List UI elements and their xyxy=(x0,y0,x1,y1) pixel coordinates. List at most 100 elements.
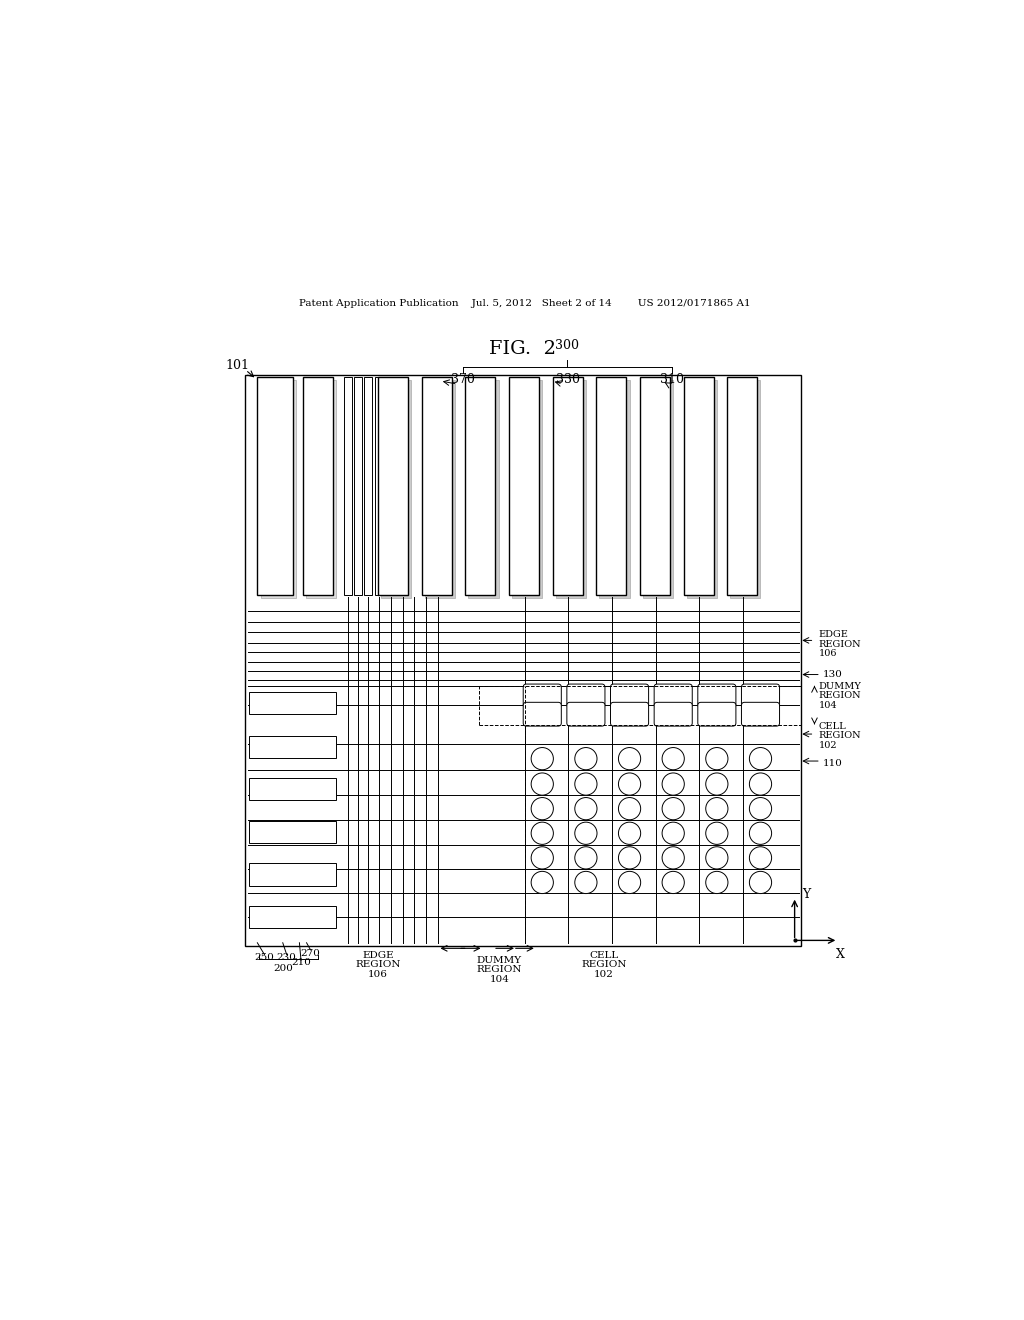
FancyBboxPatch shape xyxy=(567,702,605,726)
FancyBboxPatch shape xyxy=(567,684,605,708)
Circle shape xyxy=(663,871,684,894)
FancyBboxPatch shape xyxy=(610,684,648,708)
Circle shape xyxy=(618,822,641,845)
Text: 102: 102 xyxy=(818,741,837,750)
Bar xyxy=(257,378,293,595)
Bar xyxy=(249,907,336,928)
Bar xyxy=(260,380,296,598)
Text: EDGE: EDGE xyxy=(818,631,848,639)
Bar xyxy=(378,378,409,595)
Text: DUMMY: DUMMY xyxy=(477,956,522,965)
Text: 250: 250 xyxy=(255,953,274,961)
FancyBboxPatch shape xyxy=(741,684,779,708)
Text: Patent Application Publication    Jul. 5, 2012   Sheet 2 of 14        US 2012/01: Patent Application Publication Jul. 5, 2… xyxy=(299,298,751,308)
Bar xyxy=(365,378,373,595)
Bar xyxy=(596,378,627,595)
FancyBboxPatch shape xyxy=(523,702,561,726)
Text: CELL: CELL xyxy=(590,950,618,960)
Text: REGION: REGION xyxy=(818,731,861,741)
Circle shape xyxy=(706,774,728,795)
Text: 230: 230 xyxy=(276,953,297,961)
Bar xyxy=(381,380,412,598)
Bar xyxy=(465,378,496,595)
Circle shape xyxy=(750,871,772,894)
Text: 370: 370 xyxy=(451,374,475,385)
Text: FIG.  2: FIG. 2 xyxy=(488,341,556,358)
Text: 270: 270 xyxy=(301,949,321,957)
FancyBboxPatch shape xyxy=(741,702,779,726)
Bar xyxy=(303,378,333,595)
FancyBboxPatch shape xyxy=(523,684,561,708)
Circle shape xyxy=(618,871,641,894)
Text: 330: 330 xyxy=(556,374,580,385)
Circle shape xyxy=(706,797,728,820)
Bar xyxy=(425,380,455,598)
FancyBboxPatch shape xyxy=(697,684,736,708)
FancyBboxPatch shape xyxy=(697,702,736,726)
Text: REGION: REGION xyxy=(582,961,627,969)
Bar xyxy=(246,375,801,946)
Bar xyxy=(643,380,673,598)
Text: 106: 106 xyxy=(818,649,837,659)
Text: 300: 300 xyxy=(555,339,580,352)
Bar xyxy=(687,380,717,598)
Circle shape xyxy=(618,797,641,820)
Circle shape xyxy=(706,871,728,894)
Circle shape xyxy=(663,747,684,770)
FancyBboxPatch shape xyxy=(654,684,692,708)
Text: 130: 130 xyxy=(822,671,843,678)
Circle shape xyxy=(618,846,641,869)
Text: 102: 102 xyxy=(594,970,614,979)
Circle shape xyxy=(574,822,597,845)
Bar xyxy=(344,378,352,595)
Circle shape xyxy=(531,846,553,869)
Text: 310: 310 xyxy=(659,374,684,385)
Bar xyxy=(509,378,539,595)
Circle shape xyxy=(531,822,553,845)
Bar xyxy=(249,692,336,714)
Bar xyxy=(730,380,761,598)
Text: REGION: REGION xyxy=(476,965,522,974)
Text: 200: 200 xyxy=(272,965,293,973)
FancyBboxPatch shape xyxy=(654,702,692,726)
Bar xyxy=(640,378,670,595)
Circle shape xyxy=(618,747,641,770)
Bar xyxy=(599,380,630,598)
Circle shape xyxy=(750,774,772,795)
Text: 104: 104 xyxy=(489,974,509,983)
Bar xyxy=(249,777,336,800)
Bar xyxy=(249,863,336,886)
Circle shape xyxy=(531,871,553,894)
Circle shape xyxy=(750,822,772,845)
Circle shape xyxy=(531,747,553,770)
Text: DUMMY: DUMMY xyxy=(818,682,861,690)
Circle shape xyxy=(663,774,684,795)
Circle shape xyxy=(706,822,728,845)
Circle shape xyxy=(574,846,597,869)
Bar xyxy=(249,821,336,842)
Text: REGION: REGION xyxy=(818,640,861,649)
Text: 110: 110 xyxy=(822,759,843,768)
Bar xyxy=(354,378,362,595)
Text: 104: 104 xyxy=(818,701,837,710)
Circle shape xyxy=(618,774,641,795)
Circle shape xyxy=(663,797,684,820)
Bar xyxy=(249,735,336,758)
Circle shape xyxy=(750,747,772,770)
Bar xyxy=(727,378,758,595)
Text: Y: Y xyxy=(803,888,811,900)
Circle shape xyxy=(750,797,772,820)
Circle shape xyxy=(663,846,684,869)
Bar xyxy=(556,380,586,598)
Text: 101: 101 xyxy=(225,359,250,371)
Text: 210: 210 xyxy=(291,958,311,968)
Circle shape xyxy=(531,774,553,795)
Circle shape xyxy=(750,846,772,869)
FancyBboxPatch shape xyxy=(610,702,648,726)
Text: EDGE: EDGE xyxy=(362,950,394,960)
Circle shape xyxy=(706,846,728,869)
Bar xyxy=(375,378,383,595)
Circle shape xyxy=(531,797,553,820)
Bar xyxy=(512,380,543,598)
Circle shape xyxy=(574,747,597,770)
